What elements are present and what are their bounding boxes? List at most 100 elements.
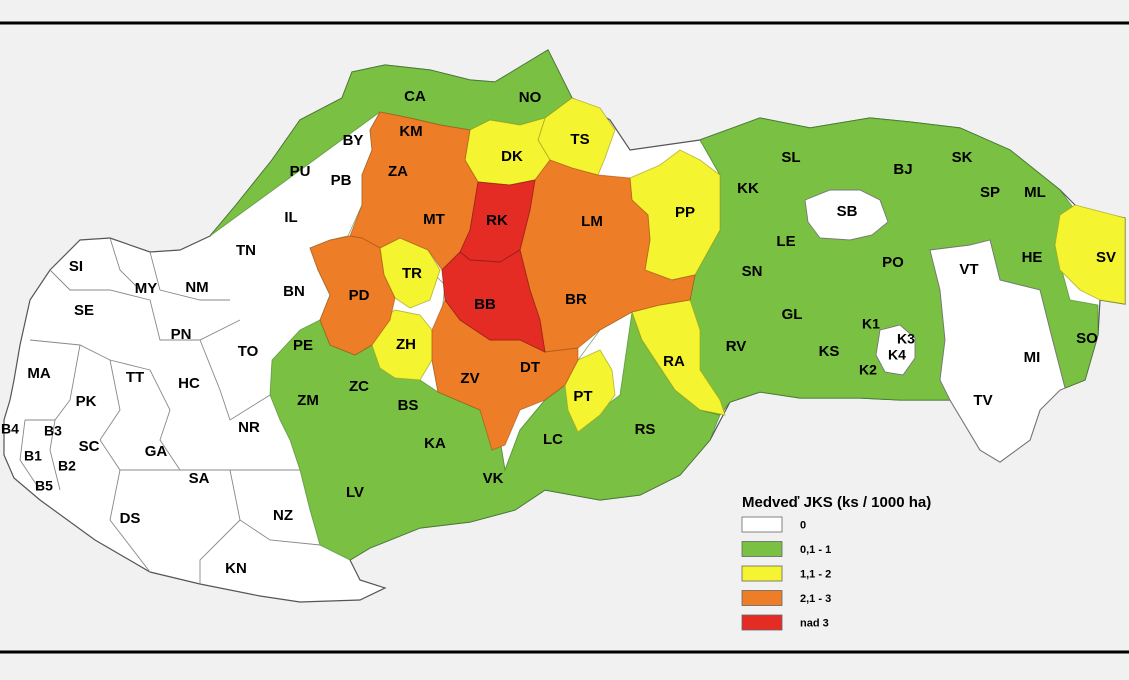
district-label-pe: PE — [293, 337, 313, 354]
legend-swatch-2 — [741, 565, 783, 582]
district-label-mt: MT — [423, 211, 445, 228]
district-label-ma: MA — [27, 365, 50, 382]
district-label-ga: GA — [145, 443, 168, 460]
district-label-sn: SN — [742, 263, 763, 280]
district-label-km: KM — [399, 123, 422, 140]
district-label-rs: RS — [635, 421, 656, 438]
legend-swatch-4 — [741, 614, 783, 631]
district-label-tn: TN — [236, 242, 256, 259]
district-label-sb: SB — [837, 203, 858, 220]
district-label-sa: SA — [189, 470, 210, 487]
district-label-nz: NZ — [273, 507, 293, 524]
district-label-sl: SL — [781, 149, 800, 166]
district-label-dk: DK — [501, 148, 523, 165]
region-pd — [309, 235, 396, 356]
legend-title: Medveď JKS (ks / 1000 ha) — [742, 494, 931, 511]
district-label-sk: SK — [952, 149, 973, 166]
district-label-za: ZA — [388, 163, 408, 180]
district-label-k4: K4 — [888, 347, 906, 363]
district-label-ra: RA — [663, 353, 685, 370]
district-label-lm: LM — [581, 213, 603, 230]
district-label-br: BR — [565, 291, 587, 308]
district-label-b4: B4 — [1, 421, 19, 437]
district-label-zc: ZC — [349, 378, 369, 395]
region-kosice-city — [875, 324, 916, 376]
district-label-ca: CA — [404, 88, 426, 105]
district-label-se: SE — [74, 302, 94, 319]
district-label-sv: SV — [1096, 249, 1116, 266]
district-label-rv: RV — [726, 338, 747, 355]
district-label-by: BY — [343, 132, 364, 149]
legend-swatch-0 — [741, 516, 783, 533]
district-label-ts: TS — [570, 131, 589, 148]
district-label-ks: KS — [819, 343, 840, 360]
district-label-bb: BB — [474, 296, 496, 313]
district-label-tt: TT — [126, 369, 144, 386]
district-label-k2: K2 — [859, 362, 877, 378]
legend: Medveď JKS (ks / 1000 ha) 0 0,1 - 1 1,1 - … — [741, 494, 931, 631]
district-label-no: NO — [519, 89, 542, 106]
legend-label-4: nad 3 — [800, 617, 829, 629]
district-label-lv: LV — [346, 484, 364, 501]
district-label-mi: MI — [1024, 349, 1041, 366]
district-label-pb: PB — [331, 172, 352, 189]
district-label-kn: KN — [225, 560, 247, 577]
district-label-vt: VT — [959, 261, 978, 278]
district-label-b3: B3 — [44, 423, 62, 439]
district-label-ds: DS — [120, 510, 141, 527]
region-vt-mi-tv — [929, 239, 1066, 463]
district-label-k3: K3 — [897, 331, 915, 347]
district-label-tr: TR — [402, 265, 422, 282]
district-label-sp: SP — [980, 184, 1000, 201]
district-label-he: HE — [1022, 249, 1043, 266]
district-label-zh: ZH — [396, 336, 416, 353]
region-pt — [564, 349, 616, 433]
district-label-bn: BN — [283, 283, 305, 300]
district-label-kk: KK — [737, 180, 759, 197]
district-label-pd: PD — [349, 287, 370, 304]
district-label-pt: PT — [573, 388, 592, 405]
district-label-pk: PK — [76, 393, 97, 410]
district-label-b1: B1 — [24, 448, 42, 464]
district-label-si: SI — [69, 258, 83, 275]
legend-label-1: 0,1 - 1 — [800, 544, 831, 556]
district-label-to: TO — [238, 343, 259, 360]
region-sb — [804, 189, 889, 241]
district-label-rk: RK — [486, 212, 508, 229]
district-label-dt: DT — [520, 359, 540, 376]
district-label-lc: LC — [543, 431, 563, 448]
district-label-zv: ZV — [460, 370, 479, 387]
district-label-hc: HC — [178, 375, 200, 392]
district-label-pp: PP — [675, 204, 695, 221]
district-label-bj: BJ — [893, 161, 912, 178]
district-label-k1: K1 — [862, 316, 880, 332]
district-label-nm: NM — [185, 279, 208, 296]
district-label-ka: KA — [424, 435, 446, 452]
district-label-gl: GL — [782, 306, 803, 323]
district-label-pn: PN — [171, 326, 192, 343]
legend-swatch-1 — [741, 541, 783, 557]
district-label-nr: NR — [238, 419, 260, 436]
region-bb — [441, 249, 546, 353]
district-label-so: SO — [1076, 330, 1098, 347]
district-label-ml: ML — [1024, 184, 1046, 201]
district-label-sc: SC — [79, 438, 100, 455]
district-label-po: PO — [882, 254, 904, 271]
district-label-tv: TV — [973, 392, 992, 409]
district-label-bs: BS — [398, 397, 419, 414]
district-label-il: IL — [284, 209, 297, 226]
legend-label-2: 1,1 - 2 — [800, 568, 831, 580]
region-sv — [1054, 204, 1126, 305]
legend-label-0: 0 — [800, 519, 806, 531]
district-label-vk: VK — [483, 470, 504, 487]
legend-swatch-3 — [741, 590, 783, 606]
district-label-zm: ZM — [297, 392, 319, 409]
district-label-le: LE — [776, 233, 795, 250]
district-label-b5: B5 — [35, 478, 53, 494]
district-label-b2: B2 — [58, 458, 76, 474]
district-label-pu: PU — [290, 163, 311, 180]
district-label-my: MY — [135, 280, 158, 297]
legend-label-3: 2,1 - 3 — [800, 593, 831, 605]
